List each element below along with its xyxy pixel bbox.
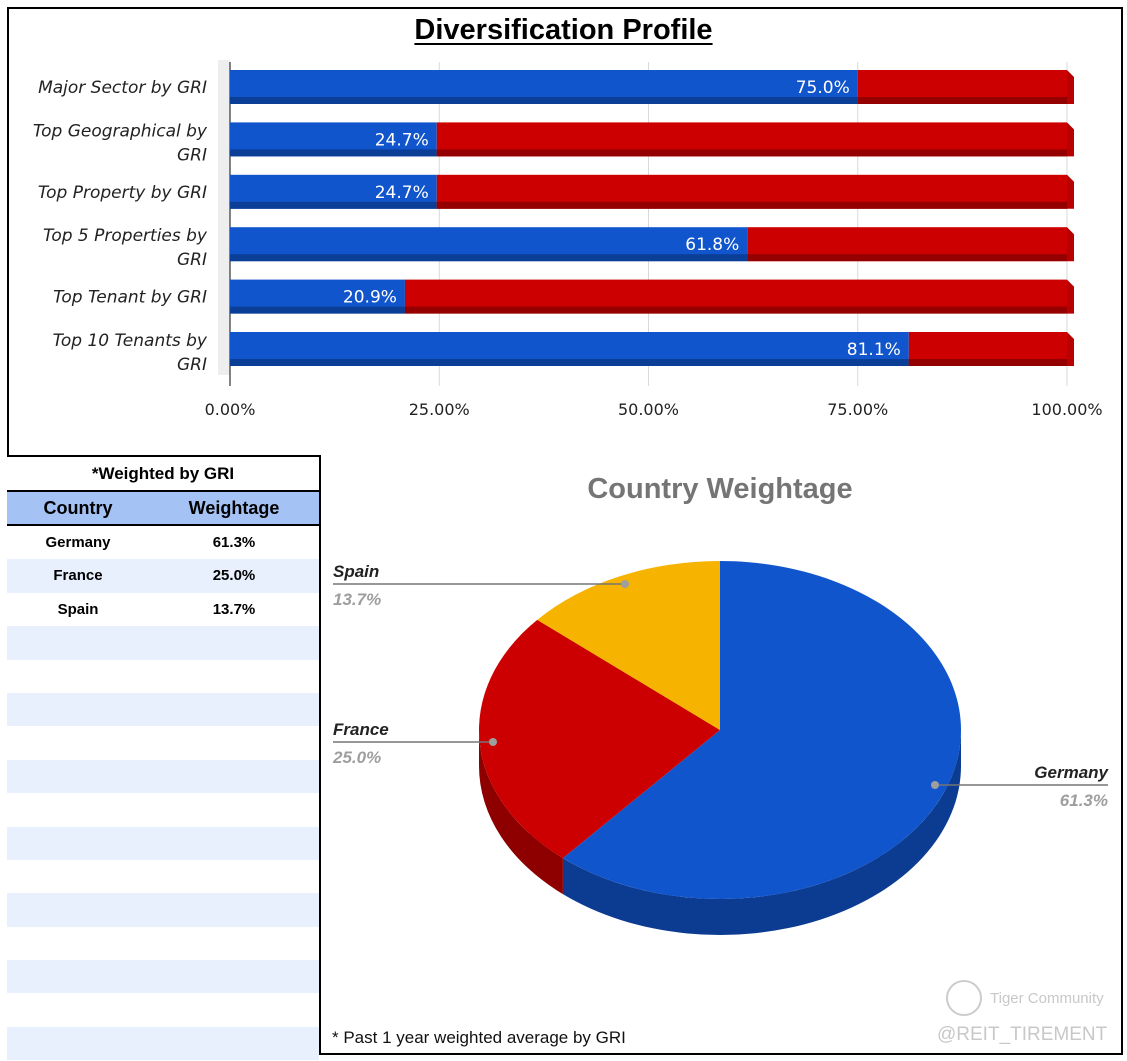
bar-data-label: 81.1%	[847, 340, 901, 360]
table-header: Country Weightage	[7, 492, 319, 526]
cell-weightage	[149, 660, 319, 693]
page-title: Diversification Profile	[414, 14, 713, 46]
category-label: Major Sector by GRI	[38, 78, 207, 98]
bar-cap	[1067, 174, 1074, 209]
bar-shadow	[436, 201, 1067, 209]
bar-cap	[1067, 70, 1074, 104]
cell-country	[7, 726, 149, 759]
table-title: *Weighted by GRI	[7, 457, 319, 492]
cell-country	[7, 660, 149, 693]
x-tick-label: 0.00%	[205, 400, 256, 419]
cell-country	[7, 993, 149, 1026]
table-row	[7, 660, 319, 693]
cell-weightage	[149, 960, 319, 993]
table-row	[7, 793, 319, 826]
table-body: Germany 61.3% France 25.0% Spain 13.7%	[7, 526, 319, 1061]
cell-country: Spain	[57, 600, 99, 618]
table-row	[7, 927, 319, 960]
cell-country	[7, 760, 149, 793]
bar-shadow	[908, 359, 1067, 366]
header-weightage: Weightage	[188, 498, 280, 518]
bar-data-label: 61.8%	[685, 235, 739, 255]
cell-weightage: 25.0%	[212, 567, 256, 585]
bar-shadow	[857, 97, 1067, 104]
cell-weightage	[149, 993, 319, 1026]
bar-data-label: 24.7%	[375, 183, 429, 203]
cell-weightage	[149, 927, 319, 960]
chart-wall	[218, 60, 230, 375]
x-tick-label: 100.00%	[1031, 400, 1102, 419]
cell-country	[7, 626, 149, 659]
cell-country	[7, 893, 149, 926]
table-row	[7, 726, 319, 759]
footnote: * Past 1 year weighted average by GRI	[332, 1028, 626, 1047]
bar-shadow	[230, 97, 858, 104]
cell-weightage	[149, 1027, 319, 1060]
bar-shadow	[230, 359, 909, 366]
x-tick-label: 25.00%	[409, 400, 470, 419]
category-label: Top 5 Properties by GRI	[43, 226, 208, 270]
watermark-brand: Tiger Community	[990, 990, 1104, 1007]
watermark-handle: @REIT_TIREMENT	[937, 1024, 1108, 1045]
header-country: Country	[43, 498, 113, 518]
bar-shadow	[436, 149, 1067, 157]
category-label: Top Geographical by GRI	[33, 121, 208, 165]
table-row	[7, 692, 319, 727]
cell-weightage	[149, 726, 319, 759]
bar-shadow	[230, 306, 405, 314]
cell-country	[7, 793, 149, 826]
cell-weightage	[149, 760, 319, 793]
cell-country	[7, 860, 149, 893]
bar-data-label: 24.7%	[375, 130, 429, 150]
table-row	[7, 1026, 319, 1061]
pie-title: Country Weightage	[587, 473, 853, 505]
x-tick-label: 75.00%	[827, 400, 888, 419]
bar-shadow	[404, 306, 1068, 314]
cell-weightage	[149, 860, 319, 893]
table-row	[7, 860, 319, 893]
bar-data-label: 75.0%	[796, 78, 850, 98]
table-row: France 25.0%	[7, 559, 319, 593]
cell-weightage: 13.7%	[212, 600, 256, 618]
bar-shadow	[230, 254, 748, 262]
cell-country	[7, 1027, 149, 1060]
category-label: Top Property by GRI	[38, 183, 207, 203]
x-tick-label: 50.00%	[618, 400, 679, 419]
weight-table: *Weighted by GRI Country Weightage Germa…	[7, 455, 321, 1061]
table-row	[7, 826, 319, 860]
cell-country: France	[53, 567, 103, 585]
cell-country	[7, 827, 149, 860]
bar-cap	[1067, 122, 1074, 157]
table-row	[7, 993, 319, 1026]
cell-country	[7, 927, 149, 960]
cell-country	[7, 693, 149, 726]
diversification-bar-chart: 0.00% 25.00% 50.00% 75.00% 100.00% 75.0% Major…	[33, 60, 1103, 419]
bar-cap	[1067, 227, 1074, 262]
bar-cap	[1067, 332, 1074, 366]
cell-weightage	[149, 793, 319, 826]
table-row	[7, 759, 319, 794]
table-row: Germany 61.3%	[7, 526, 319, 559]
category-label: Top Tenant by GRI	[53, 288, 207, 308]
table-row: Spain 13.7%	[7, 593, 319, 626]
bar-shadow	[747, 254, 1067, 262]
bottom-border	[7, 1053, 1123, 1055]
bar-shadow	[230, 201, 437, 209]
table-row	[7, 626, 319, 660]
table-row	[7, 893, 319, 927]
category-label: Top 10 Tenants by GRI	[53, 331, 208, 375]
cell-weightage	[149, 693, 319, 726]
table-row	[7, 960, 319, 994]
cell-weightage: 61.3%	[212, 534, 256, 551]
cell-country: Germany	[45, 534, 111, 551]
bar-data-label: 20.9%	[343, 288, 397, 308]
cell-weightage	[149, 893, 319, 926]
cell-country	[7, 960, 149, 993]
bar-shadow	[230, 149, 437, 157]
bar-cap	[1067, 279, 1074, 314]
cell-weightage	[149, 626, 319, 659]
cell-weightage	[149, 827, 319, 860]
